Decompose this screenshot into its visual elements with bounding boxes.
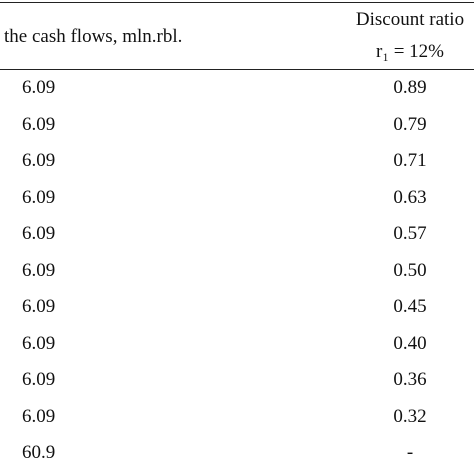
table-cell: 0.36 <box>393 369 427 390</box>
table-cell: 0.63 <box>393 186 427 208</box>
table-cell: 6.09 <box>22 259 56 281</box>
table-cell: 6.09 <box>22 405 56 427</box>
table-cell: 6.09 <box>22 150 56 171</box>
table-cell: 6.09 <box>22 223 56 244</box>
header-cell: the cash flows, mln.rbl. <box>4 26 183 47</box>
table-cell: 6.09 <box>22 369 56 390</box>
table-cell: 60.9 <box>22 442 56 463</box>
table-cell: 0.32 <box>393 405 427 427</box>
table-cell: 6.09 <box>22 296 56 317</box>
top-rule <box>0 2 474 3</box>
header-cell: r₁ = 12% <box>376 41 444 62</box>
table-cell: 6.09 <box>22 77 56 98</box>
header-cell: Discount ratio <box>355 9 465 30</box>
header-rule <box>0 69 474 70</box>
table-cell: 0.79 <box>393 113 427 135</box>
table-cell: 6.09 <box>22 332 56 354</box>
table-cell: 0.71 <box>393 150 427 171</box>
table-cell: - <box>406 442 414 463</box>
table-cell: 0.57 <box>393 223 427 244</box>
table-cell: 0.45 <box>393 296 427 317</box>
table-cell: 0.40 <box>393 332 427 354</box>
table-cell: 0.89 <box>393 77 427 98</box>
table-cell: 6.09 <box>22 113 56 135</box>
table-cell: 0.50 <box>393 259 427 281</box>
table-cell: 6.09 <box>22 186 56 208</box>
